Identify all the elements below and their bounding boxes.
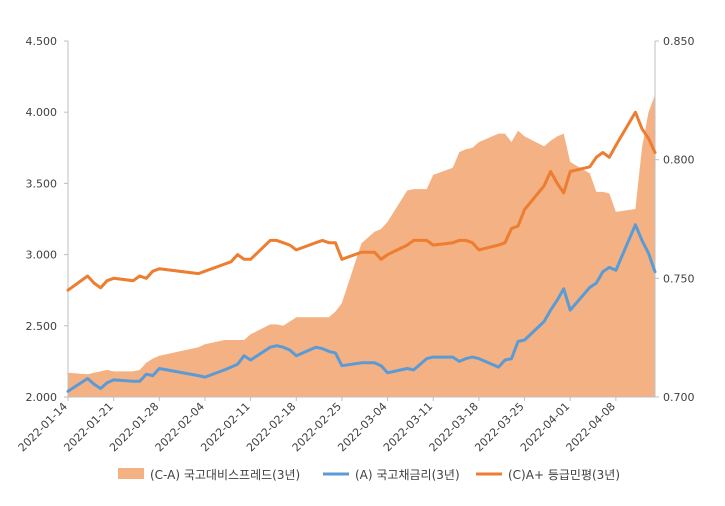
- legend: (C-A) 국고대비스프레드(3년) (A) 국고채금리(3년) (C)A+ 등…: [118, 468, 620, 482]
- left-axis-tick-label: 4.500: [26, 35, 58, 48]
- right-axis-tick-label: 0.850: [663, 35, 695, 48]
- right-axis-tick-label: 0.800: [663, 154, 695, 167]
- left-axis-tick-label: 3.000: [26, 249, 58, 262]
- legend-label-corporate: (C)A+ 등급민평(3년): [508, 468, 620, 482]
- legend-swatch-spread: [118, 468, 144, 479]
- series-area-spread: [68, 95, 655, 397]
- right-axis-tick-label: 0.700: [663, 391, 695, 404]
- legend-label-treasury: (A) 국고채금리(3년): [355, 468, 460, 482]
- series-line-treasury: [66, 223, 657, 393]
- left-axis-tick-label: 4.000: [26, 106, 58, 119]
- series-line-corporate: [66, 110, 657, 292]
- legend-label-spread: (C-A) 국고대비스프레드(3년): [150, 468, 300, 482]
- left-axis-tick-label: 2.000: [26, 391, 58, 404]
- line-series-layer: [66, 110, 657, 393]
- left-axis-tick-label: 3.500: [26, 177, 58, 190]
- right-axis-tick-label: 0.750: [663, 272, 695, 285]
- left-axis-tick-label: 2.500: [26, 320, 58, 333]
- area-series-layer: [68, 95, 655, 397]
- x-axis-tick-label: 2022-04-08: [564, 400, 618, 454]
- axes-layer: [64, 40, 659, 401]
